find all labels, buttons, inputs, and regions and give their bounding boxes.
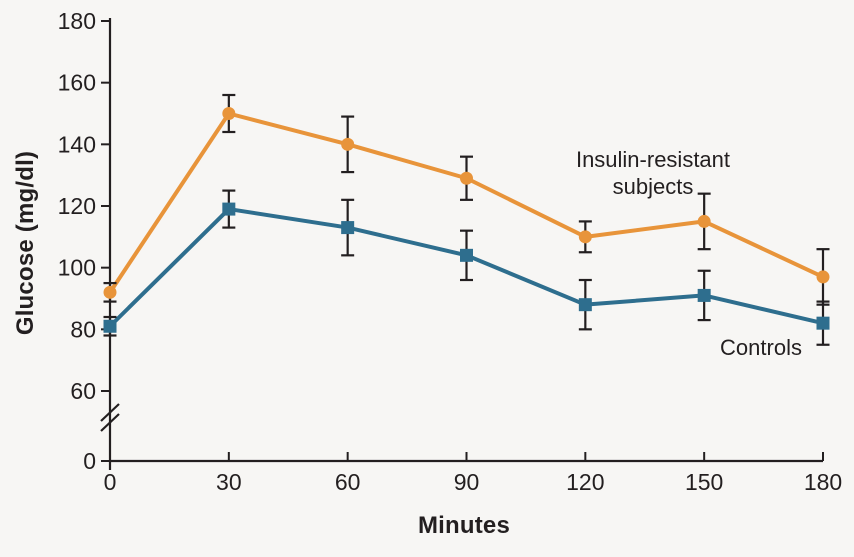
y-tick-label: 120 [58,193,96,219]
series-label-insulin-resistant-line2: subjects [612,174,694,199]
data-point-circle [816,270,830,284]
series-controls [103,189,830,346]
x-tick-label: 60 [335,469,361,495]
series-label-insulin-resistant: Insulin-resistant subjects [558,146,748,200]
y-tick-label: 140 [58,131,96,157]
y-tick-label: 180 [58,8,96,34]
data-point-square [697,288,711,302]
data-point-circle [578,230,592,244]
data-point-square [578,298,592,312]
y-tick-label: 0 [83,448,96,474]
data-point-circle [103,285,117,299]
y-tick-label: 160 [58,70,96,96]
x-axis-title: Minutes [417,512,511,539]
x-tick-label: 90 [454,469,480,495]
y-tick-label: 100 [58,255,96,281]
data-point-circle [341,137,355,151]
data-point-square [816,316,830,330]
x-tick-label: 30 [216,469,242,495]
data-point-square [341,221,355,235]
x-tick-label: 150 [685,469,723,495]
series-label-insulin-resistant-line1: Insulin-resistant [575,147,731,172]
data-point-square [460,248,473,262]
x-tick-label: 180 [804,469,842,495]
y-tick-label: 80 [70,316,96,342]
axis-break-slash [100,403,120,422]
x-axis-ticks: 0 30 60 90 120 150 180 [104,452,842,495]
data-point-square [222,202,236,216]
data-point-circle [460,171,473,185]
series-insulin-resistant [103,93,830,306]
y-tick-label: 60 [70,378,96,404]
y-axis-break [100,403,120,432]
x-tick-label: 120 [566,469,604,495]
y-axis-ticks: 0 60 80 100 120 140 160 180 [58,8,110,474]
data-point-square [103,319,117,333]
series-label-controls: Controls [720,335,802,360]
data-point-circle [697,214,711,228]
axis-break-slash [100,413,120,432]
y-axis-title: Glucose (mg/dl) [12,150,39,336]
data-point-circle [222,107,236,120]
x-tick-label: 0 [104,469,117,495]
